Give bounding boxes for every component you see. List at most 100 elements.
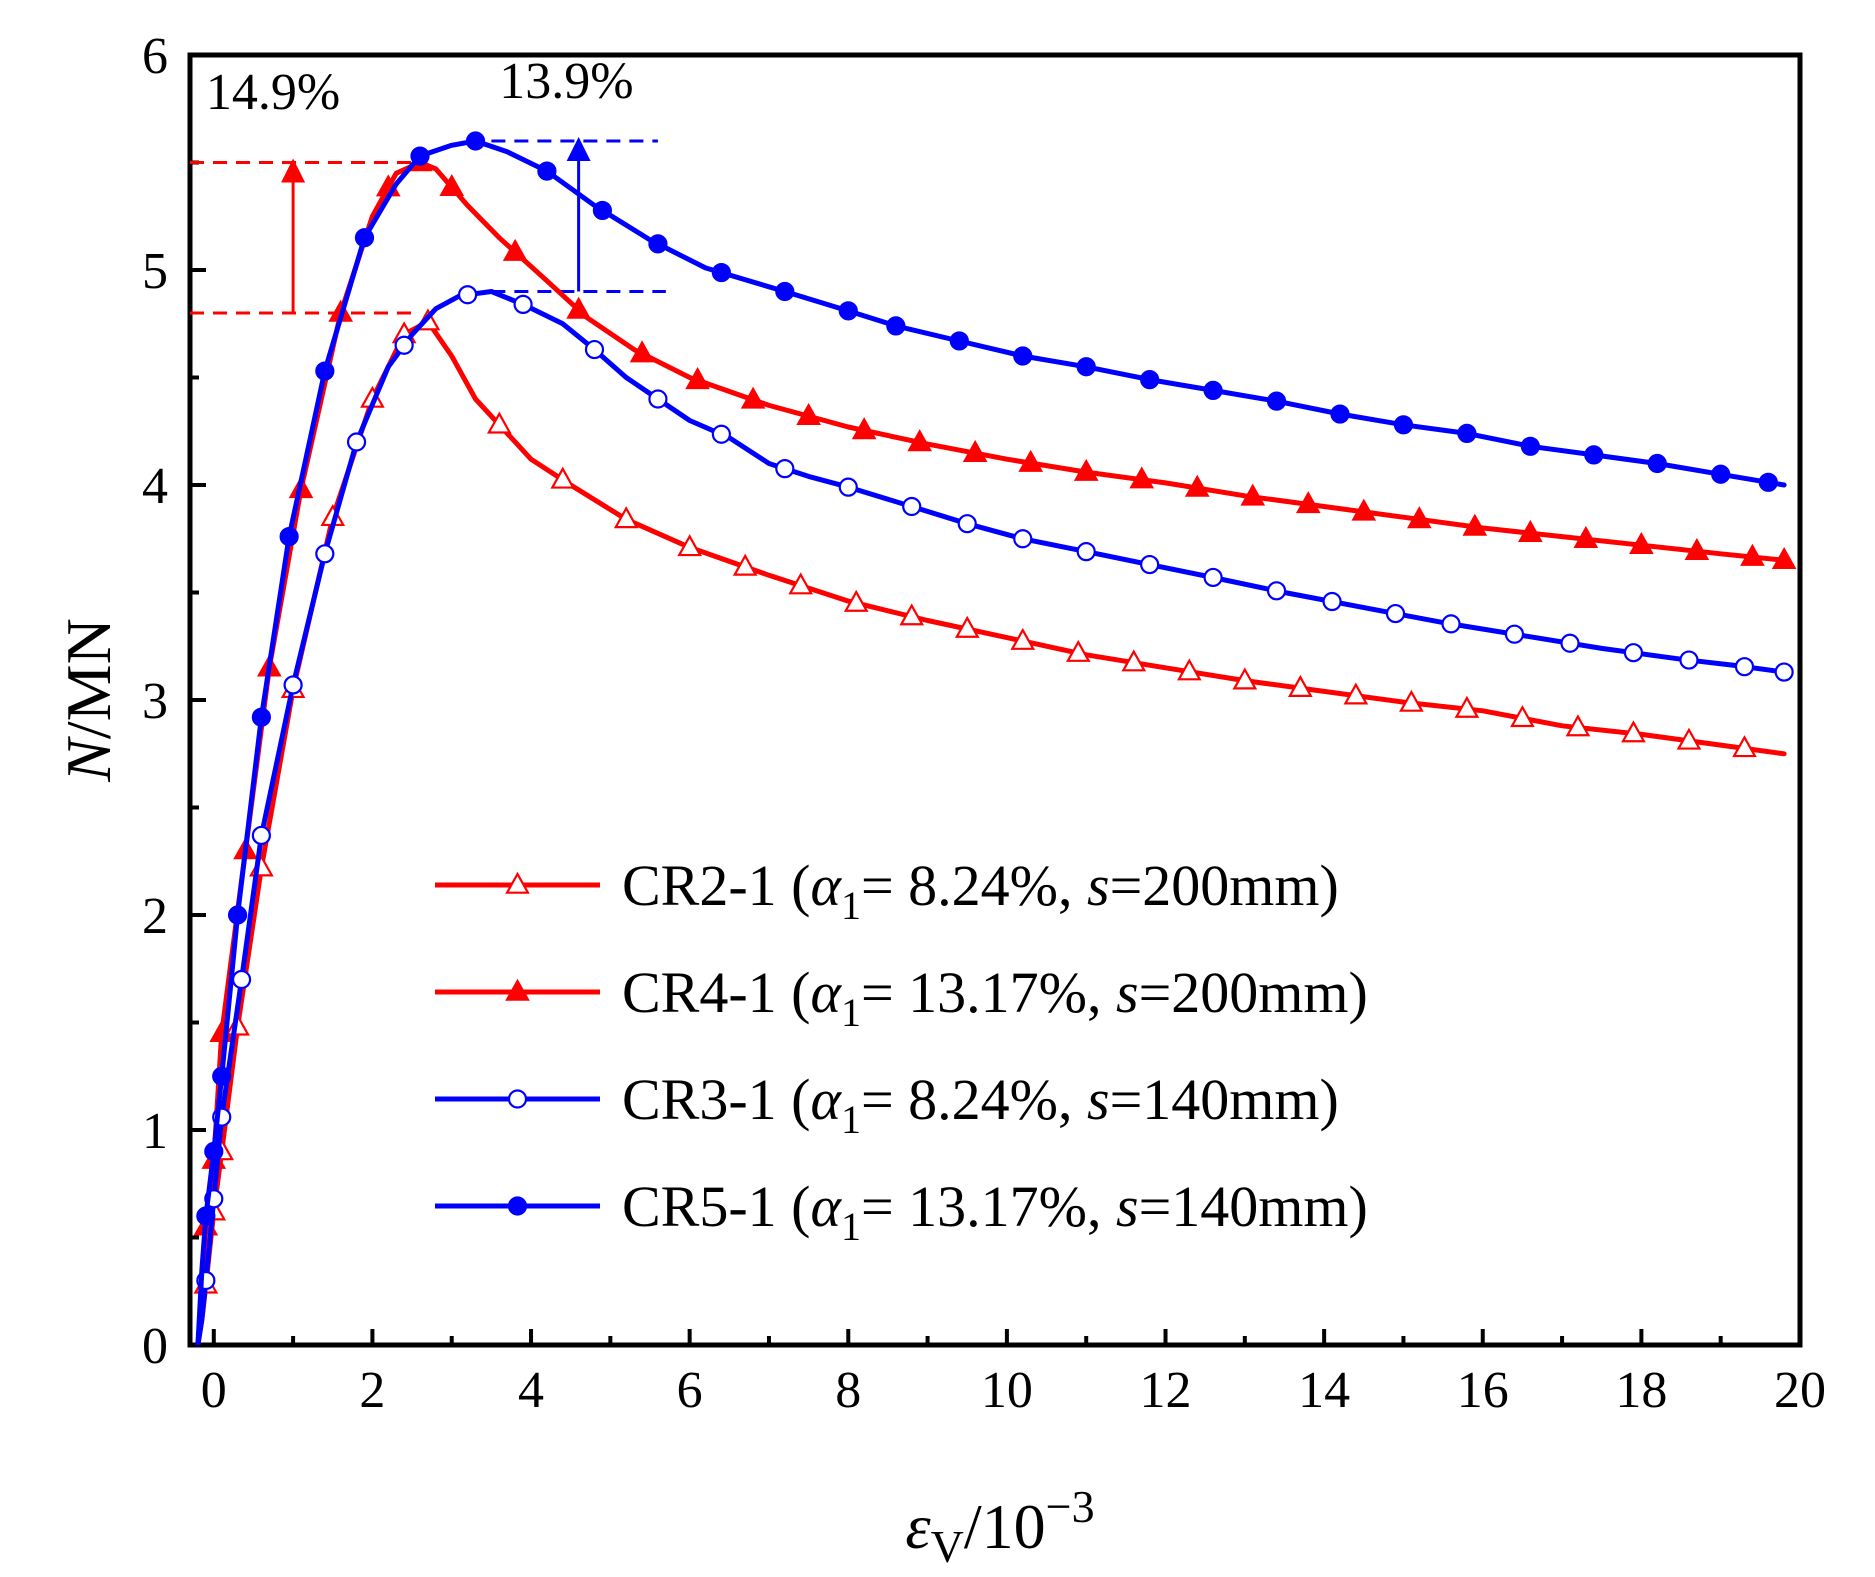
data-point <box>1518 519 1543 542</box>
data-point <box>1176 658 1202 681</box>
data-point <box>1711 464 1731 484</box>
legend-marker <box>505 978 530 1001</box>
data-point <box>1330 404 1350 424</box>
data-point <box>1140 370 1160 390</box>
data-point <box>775 459 795 479</box>
data-point <box>629 340 655 363</box>
y-tick-label: 1 <box>142 1103 168 1160</box>
x-tick-label: 0 <box>201 1362 227 1419</box>
data-point <box>838 301 858 321</box>
data-point <box>283 675 303 695</box>
data-point <box>1240 483 1266 506</box>
data-point <box>1343 682 1369 705</box>
series-CR3-1 <box>195 285 1794 1345</box>
data-point <box>1140 554 1160 575</box>
data-point <box>907 429 932 452</box>
legend-item-CR2-1: CR2-1 (α1= 8.24%, s=200mm) <box>435 853 1339 928</box>
data-point <box>410 146 430 166</box>
data-point <box>1621 720 1646 743</box>
data-point <box>1647 453 1667 474</box>
y-axis-title: N/MN <box>53 618 124 783</box>
x-tick-label: 4 <box>518 1362 544 1419</box>
data-point <box>346 432 367 452</box>
data-point <box>1740 543 1765 566</box>
data-point <box>851 417 877 440</box>
data-point <box>1560 633 1580 653</box>
data-point <box>1629 531 1654 555</box>
legend-item-CR5-1: CR5-1 (α1= 13.17%, s=140mm) <box>435 1174 1368 1249</box>
data-point <box>1065 639 1091 662</box>
y-tick-labels: 0 1 2 3 4 5 6 <box>142 28 168 1375</box>
data-point <box>1121 649 1147 672</box>
x-tick-label: 16 <box>1457 1362 1509 1419</box>
legend-label: CR2-1 (α1= 8.24%, s=200mm) <box>622 853 1339 928</box>
data-point <box>1399 689 1424 712</box>
data-point <box>279 526 299 547</box>
plot-area <box>187 52 1803 1348</box>
data-point <box>537 161 557 181</box>
data-point <box>354 228 375 248</box>
legend-marker <box>507 1089 528 1109</box>
data-point <box>1734 657 1755 677</box>
data-point <box>685 367 710 390</box>
x-axis-title: εV/10−3 <box>905 1481 1094 1572</box>
data-point <box>1385 603 1406 624</box>
data-point <box>196 1206 216 1226</box>
data-point <box>1679 650 1699 670</box>
data-point <box>251 707 271 727</box>
data-point <box>788 572 814 595</box>
data-point <box>1393 415 1414 435</box>
data-point <box>1266 391 1287 411</box>
data-point <box>613 506 639 529</box>
data-point <box>566 296 591 319</box>
x-tick-labels: 0 2 4 6 8 10 12 14 16 18 20 <box>201 1362 1826 1419</box>
data-point <box>1520 436 1540 456</box>
legend-item-CR3-1: CR3-1 (α1= 8.24%, s=140mm) <box>435 1067 1339 1142</box>
data-point <box>1406 506 1432 529</box>
x-tick-label: 2 <box>359 1362 385 1419</box>
axis-ticks <box>190 53 1802 1347</box>
data-point <box>1351 498 1377 521</box>
data-point <box>465 131 486 151</box>
y-tick-label: 4 <box>142 458 168 515</box>
data-point <box>1129 466 1155 489</box>
data-point <box>648 389 668 409</box>
annotation-label: 13.9% <box>499 53 633 110</box>
data-point <box>949 331 969 351</box>
data-point <box>838 477 858 497</box>
legend-marker <box>507 1196 528 1216</box>
data-point <box>513 294 533 314</box>
data-point <box>1771 546 1797 570</box>
data-point <box>1584 445 1604 465</box>
legend-label: CR5-1 (α1= 13.17%, s=140mm) <box>622 1174 1368 1249</box>
data-point <box>796 402 821 425</box>
data-point <box>1295 491 1321 514</box>
data-point <box>1457 423 1477 443</box>
x-tick-label: 8 <box>835 1362 861 1419</box>
data-point <box>592 200 613 221</box>
data-point <box>1774 662 1794 682</box>
data-point <box>231 969 252 990</box>
data-point <box>457 285 478 305</box>
data-point <box>1732 735 1757 758</box>
y-tick-label: 0 <box>142 1318 168 1375</box>
data-point <box>902 496 922 517</box>
data-point <box>1018 449 1044 472</box>
data-point <box>1565 714 1591 737</box>
legend-marker <box>505 871 530 894</box>
data-point <box>1573 525 1599 548</box>
data-point <box>251 825 271 846</box>
data-point <box>1013 346 1033 366</box>
y-tick-label: 6 <box>142 28 168 85</box>
data-point <box>1758 472 1778 492</box>
data-point <box>584 339 605 360</box>
data-point <box>677 534 702 557</box>
legend-label: CR3-1 (α1= 8.24%, s=140mm) <box>622 1067 1339 1142</box>
series-line <box>195 160 1787 1345</box>
data-point <box>1076 357 1096 377</box>
data-point <box>439 173 465 197</box>
data-point <box>957 514 977 534</box>
data-point <box>1322 591 1342 612</box>
x-tick-label: 12 <box>1140 1362 1192 1419</box>
